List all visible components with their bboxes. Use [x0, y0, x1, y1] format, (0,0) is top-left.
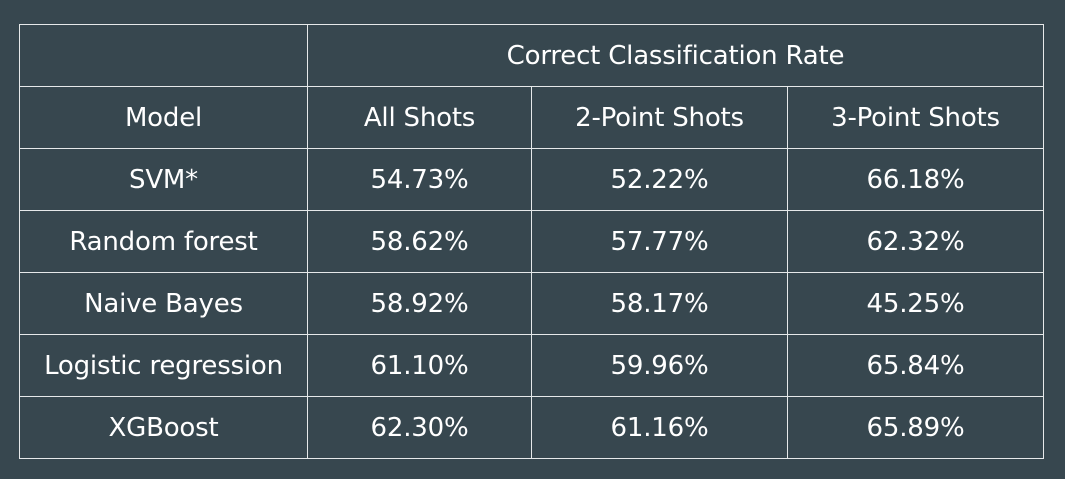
table-row: SVM* 54.73% 52.22% 66.18%	[19, 148, 1045, 211]
two-point-shots-cell: 61.16%	[531, 396, 788, 459]
column-header-3-point-shots: 3-Point Shots	[786, 86, 1045, 149]
table-row: Logistic regression 61.10% 59.96% 65.84%	[19, 334, 1045, 397]
model-name-cell: Logistic regression	[19, 334, 308, 397]
empty-corner-cell	[19, 24, 308, 87]
all-shots-cell: 62.30%	[307, 396, 532, 459]
table-row: Random forest 58.62% 57.77% 62.32%	[19, 210, 1045, 273]
three-point-shots-cell: 65.84%	[786, 334, 1045, 397]
three-point-shots-cell: 62.32%	[786, 210, 1045, 273]
two-point-shots-cell: 57.77%	[531, 210, 788, 273]
column-header-all-shots: All Shots	[307, 86, 532, 149]
two-point-shots-cell: 52.22%	[531, 148, 788, 211]
all-shots-cell: 58.92%	[307, 272, 532, 335]
results-table: Correct Classification Rate Model All Sh…	[19, 24, 1045, 459]
three-point-shots-cell: 66.18%	[786, 148, 1045, 211]
column-header-row: Model All Shots 2-Point Shots 3-Point Sh…	[19, 86, 1045, 149]
all-shots-cell: 54.73%	[307, 148, 532, 211]
model-name-cell: SVM*	[19, 148, 308, 211]
group-header-row: Correct Classification Rate	[19, 24, 1045, 87]
table-row: XGBoost 62.30% 61.16% 65.89%	[19, 396, 1045, 459]
all-shots-cell: 61.10%	[307, 334, 532, 397]
group-header-cell: Correct Classification Rate	[306, 24, 1045, 87]
model-name-cell: Random forest	[19, 210, 308, 273]
column-header-model: Model	[19, 86, 308, 149]
three-point-shots-cell: 65.89%	[786, 396, 1045, 459]
model-name-cell: Naive Bayes	[19, 272, 308, 335]
column-header-2-point-shots: 2-Point Shots	[531, 86, 788, 149]
three-point-shots-cell: 45.25%	[786, 272, 1045, 335]
two-point-shots-cell: 58.17%	[531, 272, 788, 335]
model-name-cell: XGBoost	[19, 396, 308, 459]
table-row: Naive Bayes 58.92% 58.17% 45.25%	[19, 272, 1045, 335]
all-shots-cell: 58.62%	[307, 210, 532, 273]
two-point-shots-cell: 59.96%	[531, 334, 788, 397]
